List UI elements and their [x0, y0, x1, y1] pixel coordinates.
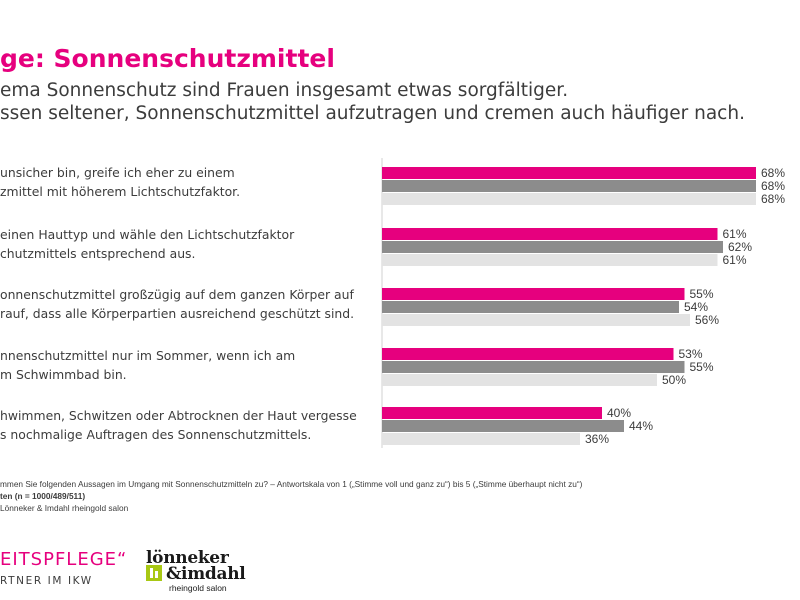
- subtitle-line-2: ssen seltener, Sonnenschutzmittel aufzut…: [0, 103, 745, 124]
- statement-5: hwimmen, Schwitzen oder Abtrocknen der H…: [0, 406, 370, 444]
- bar-3-series-1: [382, 288, 685, 300]
- bar-1-series-2: [382, 180, 756, 192]
- bar-1-series-1: [382, 167, 756, 179]
- footnote-source: Lönneker & Imdahl rheingold salon: [0, 503, 129, 513]
- statement-2-line-1: einen Hauttyp und wähle den Lichtschutzf…: [0, 227, 295, 242]
- statement-1-line-1: unsicher bin, greife ich eher zu einem: [0, 165, 235, 180]
- bar-label-1-series-3: 68%: [761, 192, 785, 206]
- statement-5-line-1: hwimmen, Schwitzen oder Abtrocknen der H…: [0, 408, 357, 423]
- bar-label-1-series-1: 68%: [761, 166, 785, 180]
- bar-label-3-series-2: 54%: [684, 300, 708, 314]
- page-title: ge: Sonnenschutzmittel: [0, 44, 335, 73]
- footnote-sample: ten (n = 1000/489/511): [0, 491, 86, 501]
- bar-label-3-series-3: 56%: [695, 313, 719, 327]
- statement-2-line-2: chutzmittels entsprechend aus.: [0, 246, 196, 261]
- bar-4-series-1: [382, 348, 674, 360]
- bar-label-4-series-2: 55%: [690, 360, 714, 374]
- bar-2-series-3: [382, 254, 718, 266]
- bar-4-series-3: [382, 374, 657, 386]
- statement-4-line-1: nnenschutzmittel nur im Sommer, wenn ich…: [0, 348, 296, 363]
- statement-3-line-2: rauf, dass alle Körperpartien ausreichen…: [0, 306, 355, 321]
- bar-label-5-series-3: 36%: [585, 432, 609, 446]
- bar-label-5-series-2: 44%: [629, 419, 653, 433]
- bar-label-2-series-2: 62%: [728, 240, 752, 254]
- bar-label-3-series-1: 55%: [690, 287, 714, 301]
- statement-5-line-2: s nochmalige Auftragen des Sonnenschutzm…: [0, 427, 312, 442]
- footnote-question: mmen Sie folgenden Aussagen im Umgang mi…: [0, 479, 583, 489]
- bar-label-1-series-2: 68%: [761, 179, 785, 193]
- bar-2-series-2: [382, 241, 723, 253]
- bar-4-series-2: [382, 361, 685, 373]
- statement-4-line-2: m Schwimmbad bin.: [0, 367, 127, 382]
- bar-5-series-1: [382, 407, 602, 419]
- bar-2-series-1: [382, 228, 718, 240]
- statement-3: onnenschutzmittel großzügig auf dem ganz…: [0, 285, 370, 323]
- bar-5-series-3: [382, 433, 580, 445]
- statement-2: einen Hauttyp und wähle den Lichtschutzf…: [0, 225, 370, 263]
- bar-label-5-series-1: 40%: [607, 406, 631, 420]
- brand-left-title: EITSPFLEGE“: [0, 549, 128, 570]
- logo-tagline: rheingold salon: [169, 583, 227, 593]
- subtitle-line-1: ema Sonnenschutz sind Frauen insgesamt e…: [0, 80, 569, 101]
- statement-1-line-2: zmittel mit höherem Lichtschutzfaktor.: [0, 184, 241, 199]
- bar-label-4-series-3: 50%: [662, 373, 686, 387]
- bar-3-series-2: [382, 301, 679, 313]
- bar-label-2-series-3: 61%: [723, 253, 747, 267]
- statement-4: nnenschutzmittel nur im Sommer, wenn ich…: [0, 346, 370, 384]
- bar-1-series-3: [382, 193, 756, 205]
- logo-wordmark-line-1: lönneker: [146, 548, 229, 568]
- bar-3-series-3: [382, 314, 690, 326]
- brand-left-subtitle: RTNER IM IKW: [0, 575, 93, 587]
- bar-5-series-2: [382, 420, 624, 432]
- bar-label-2-series-1: 61%: [723, 227, 747, 241]
- statement-3-line-1: onnenschutzmittel großzügig auf dem ganz…: [0, 287, 354, 302]
- bar-label-4-series-1: 53%: [679, 347, 703, 361]
- logo-square-icon: [146, 565, 162, 581]
- logo-wordmark-line-2: &imdahl: [166, 564, 246, 584]
- statement-1: unsicher bin, greife ich eher zu einem z…: [0, 163, 370, 201]
